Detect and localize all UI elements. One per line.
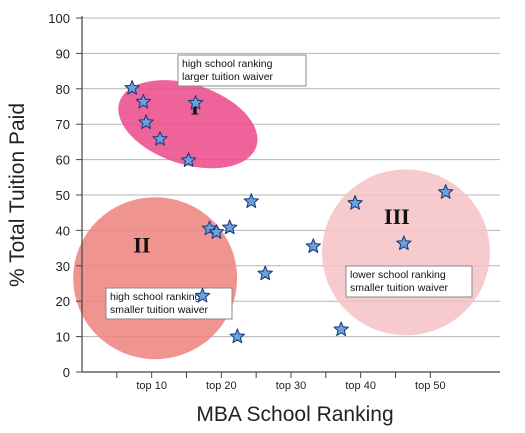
region-3-note-box [345,265,473,298]
data-point-star [135,93,151,109]
data-points [124,80,454,344]
y-tick-label: 10 [56,330,70,345]
axes [76,16,500,378]
region-2-note-box [105,287,233,320]
x-tick-label: top 10 [136,380,167,392]
x-tick-label: top 40 [345,380,376,392]
data-point-star [180,152,197,167]
data-point-star [222,219,238,235]
y-tick-label: 90 [56,46,70,61]
region-3-shape [321,169,490,336]
x-tick-label: top 50 [415,380,446,392]
y-tick-label: 60 [56,153,70,168]
y-tick-label: 80 [56,82,70,97]
data-point-star [229,328,246,344]
region-2-note-line: smaller tuition waiver [110,304,209,316]
y-axis-title: % Total Tuition Paid [6,103,29,287]
x-axis-title: MBA School Ranking [196,403,393,426]
data-point-star [333,321,349,337]
data-point-star [208,224,225,239]
data-point-star [124,80,140,95]
region-2-shape [73,197,238,360]
data-point-star [347,195,363,210]
region-1-note-line: larger tuition waiver [182,71,274,83]
region-2-label: II [133,233,150,258]
y-tick-label: 30 [56,259,70,274]
region-2-note-line: high school ranking [110,291,201,303]
y-tick-labels: 0 10 20 30 40 50 60 70 80 90 100 [48,11,70,380]
y-tick-label: 40 [56,223,70,238]
data-point-star [187,94,204,110]
data-point-star [138,114,154,130]
data-point-star [396,235,412,251]
x-tick-labels: top 10 top 20 top 30 top 40 top 50 [136,380,445,392]
region-3-note-line: lower school ranking [350,269,446,281]
y-tick-label: 20 [56,294,70,309]
data-point-star [201,220,218,236]
x-tick-label: top 20 [206,380,237,392]
data-point-star [243,193,259,208]
region-1-note-line: high school ranking [182,58,273,70]
data-point-star [257,265,273,281]
x-tick-label: top 30 [276,380,307,392]
y-tick-label: 0 [63,365,70,380]
data-point-star [305,238,321,253]
y-tick-label: 100 [48,11,70,26]
data-point-star [437,184,454,199]
y-tick-label: 70 [56,117,70,132]
data-point-star [152,131,168,146]
data-point-star [194,287,211,303]
region-3-note-line: smaller tuition waiver [350,282,449,294]
region-1-note-box [177,54,307,87]
y-tick-label: 50 [56,188,70,203]
region-1-shape [118,80,258,169]
region-3-label: III [384,204,410,229]
